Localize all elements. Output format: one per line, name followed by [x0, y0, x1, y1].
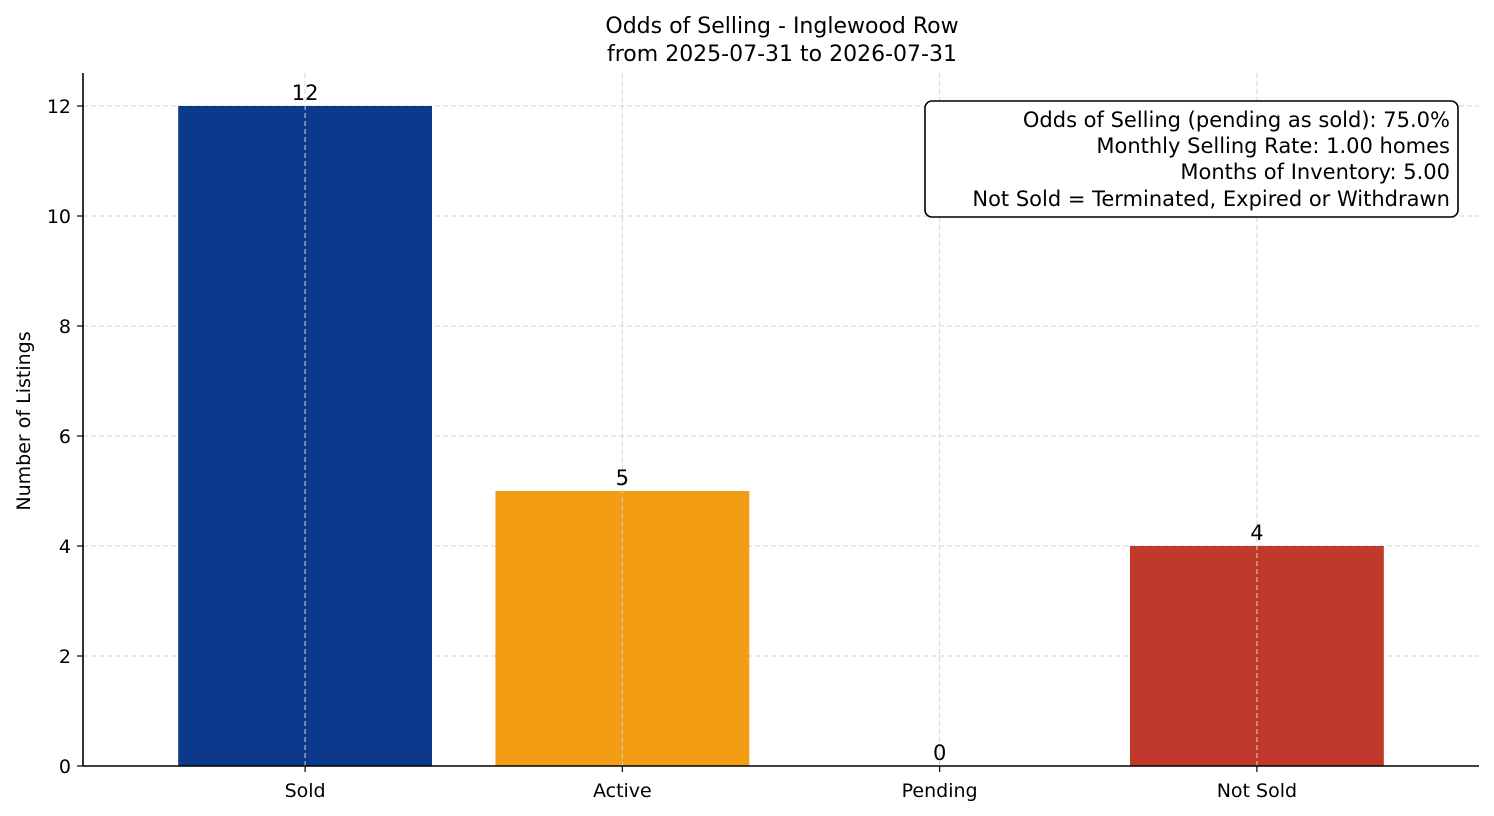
- bar-value-label: 4: [1250, 521, 1263, 545]
- bar-value-label: 5: [616, 466, 629, 490]
- y-tick-label: 8: [59, 316, 71, 338]
- y-tick-label: 2: [59, 646, 71, 668]
- info-months-of-inventory: Months of Inventory: 5.00: [1180, 160, 1450, 184]
- info-odds-of-selling: Odds of Selling (pending as sold): 75.0%: [1023, 108, 1450, 132]
- bar-value-label: 0: [933, 741, 946, 765]
- y-tick-label: 0: [59, 756, 71, 778]
- y-tick-label: 6: [59, 426, 71, 448]
- x-tick-label: Not Sold: [1217, 780, 1297, 802]
- info-box-frame: [924, 100, 1459, 218]
- y-tick-label: 4: [59, 536, 71, 558]
- y-axis-label: Number of Listings: [13, 331, 35, 510]
- info-not-sold-definition: Not Sold = Terminated, Expired or Withdr…: [972, 187, 1450, 211]
- y-tick-label: 10: [47, 206, 71, 228]
- x-tick-label: Sold: [285, 780, 326, 802]
- axes: [82, 73, 1479, 767]
- x-tick-label: Pending: [902, 780, 978, 802]
- chart-subtitle: from 2025-07-31 to 2026-07-31: [607, 42, 957, 67]
- bar-value-labels: 12 5 0 4: [292, 81, 1264, 765]
- y-axis-ticks: 0 2 4 6 8 10 12: [47, 96, 83, 778]
- bar-value-label: 12: [292, 81, 319, 105]
- info-box: Odds of Selling (pending as sold): 75.0%…: [924, 100, 1459, 218]
- x-axis-ticks: Sold Active Pending Not Sold: [285, 766, 1297, 802]
- chart-title: Odds of Selling - Inglewood Row: [605, 14, 958, 39]
- x-tick-label: Active: [593, 780, 652, 802]
- y-tick-label: 12: [47, 96, 71, 118]
- info-monthly-selling-rate: Monthly Selling Rate: 1.00 homes: [1096, 134, 1450, 158]
